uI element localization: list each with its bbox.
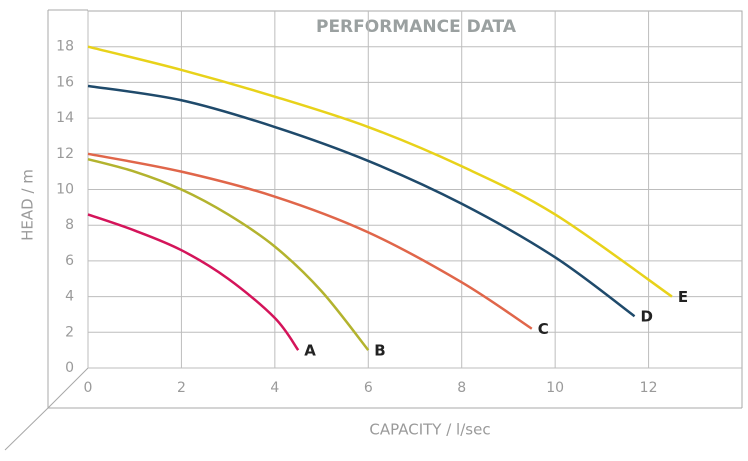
curve (87, 152, 533, 330)
curve (87, 213, 300, 351)
frame-line (47, 367, 89, 409)
y-tick-label: 6 (65, 253, 74, 269)
x-tick-label: 2 (177, 380, 186, 396)
y-tick-label: 14 (56, 110, 74, 126)
x-tick-label: 6 (364, 380, 373, 396)
series-label: A (304, 342, 316, 360)
x-tick-label: 8 (457, 380, 466, 396)
y-tick-label: 12 (56, 146, 74, 162)
y-axis-label: HEAD / m (19, 169, 37, 241)
series-label: E (678, 288, 688, 306)
x-tick-label: 4 (270, 380, 279, 396)
x-axis-label: CAPACITY / l/sec (369, 421, 490, 439)
y-tick-label: 16 (56, 74, 74, 90)
y-tick-label: 18 (56, 39, 74, 55)
y-tick-label: 4 (65, 289, 74, 305)
frame-line (4, 407, 49, 451)
x-tick-label: 10 (546, 380, 564, 396)
curve (87, 84, 636, 318)
series-label: B (374, 342, 385, 360)
y-tick-label: 0 (65, 360, 74, 376)
series-label: D (641, 308, 653, 326)
y-tick-label: 8 (65, 217, 74, 233)
y-tick-label: 2 (65, 324, 74, 340)
curve (87, 157, 370, 351)
series-label: C (538, 320, 549, 338)
x-tick-label: 0 (84, 380, 93, 396)
curve (87, 45, 673, 298)
x-tick-label: 12 (640, 380, 658, 396)
chart-title: PERFORMANCE DATA (316, 17, 517, 37)
y-tick-label: 10 (56, 182, 74, 198)
